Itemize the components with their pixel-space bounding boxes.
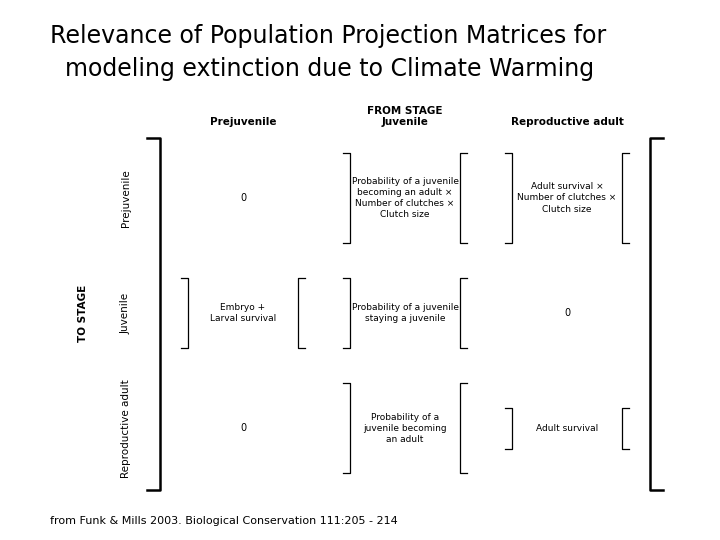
Text: from Funk & Mills 2003. Biological Conservation 111:205 - 214: from Funk & Mills 2003. Biological Conse… — [50, 516, 398, 526]
Text: modeling extinction due to Climate Warming: modeling extinction due to Climate Warmi… — [50, 57, 595, 80]
Text: Juvenile: Juvenile — [121, 293, 131, 334]
Text: Probability of a
juvenile becoming
an adult: Probability of a juvenile becoming an ad… — [363, 413, 447, 444]
Text: 0: 0 — [240, 193, 246, 203]
Text: FROM STAGE: FROM STAGE — [367, 106, 443, 116]
Text: Prejuvenile: Prejuvenile — [121, 169, 131, 227]
Text: Reproductive adult: Reproductive adult — [510, 117, 624, 127]
Text: Probability of a juvenile
staying a juvenile: Probability of a juvenile staying a juve… — [351, 303, 459, 323]
Text: TO STAGE: TO STAGE — [78, 285, 88, 342]
Text: 0: 0 — [564, 308, 570, 318]
Text: Adult survival: Adult survival — [536, 424, 598, 433]
Text: Adult survival ×
Number of clutches ×
Clutch size: Adult survival × Number of clutches × Cl… — [518, 183, 616, 214]
Text: Embryo +
Larval survival: Embryo + Larval survival — [210, 303, 276, 323]
Text: Probability of a juvenile
becoming an adult ×
Number of clutches ×
Clutch size: Probability of a juvenile becoming an ad… — [351, 177, 459, 219]
Text: Reproductive adult: Reproductive adult — [121, 379, 131, 478]
Text: Relevance of Population Projection Matrices for: Relevance of Population Projection Matri… — [50, 24, 607, 48]
Text: 0: 0 — [240, 423, 246, 434]
Text: Juvenile: Juvenile — [382, 117, 428, 127]
Text: Prejuvenile: Prejuvenile — [210, 117, 276, 127]
